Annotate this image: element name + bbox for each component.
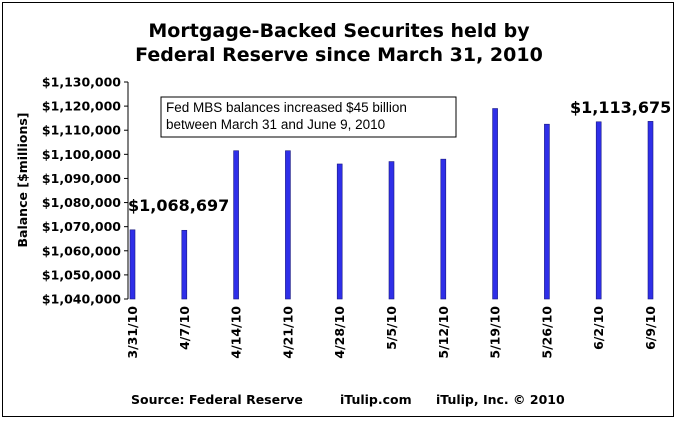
bars-group xyxy=(129,108,654,300)
x-tick-label: 6/2/10 xyxy=(591,306,606,350)
bar-4/21/10 xyxy=(285,150,291,300)
x-tick-label: 5/12/10 xyxy=(436,306,451,359)
footer-site: iTulip.com xyxy=(340,392,412,407)
y-tick-label: $1,060,000 xyxy=(42,243,121,258)
bar-5/26/10 xyxy=(544,123,550,300)
y-tick-label: $1,090,000 xyxy=(42,171,121,186)
x-tick-label: 4/14/10 xyxy=(229,306,244,359)
bar-6/2/10 xyxy=(595,121,602,300)
y-axis-ticks: $1,040,000 $1,050,000 $1,060,000 $1,070,000… xyxy=(42,75,128,307)
y-tick-label: $1,070,000 xyxy=(42,219,121,234)
bar-5/12/10 xyxy=(440,158,447,300)
x-tick-label: 6/9/10 xyxy=(643,306,658,350)
note-box xyxy=(160,96,457,138)
bar-5/5/10 xyxy=(388,161,395,300)
footer-source: Source: Federal Reserve xyxy=(131,392,303,407)
x-tick-label: 4/28/10 xyxy=(332,306,347,359)
bar-4/14/10 xyxy=(233,150,239,300)
callout-last-value: $1,113,675 xyxy=(570,98,671,117)
note-line-1: Fed MBS balances increased $45 billion xyxy=(166,100,407,115)
x-tick-label: 5/5/10 xyxy=(384,306,399,350)
bar-3/31/10 xyxy=(129,229,136,300)
callout-first-value: $1,068,697 xyxy=(128,196,229,215)
y-tick-label: $1,100,000 xyxy=(42,147,121,162)
x-tick-label: 5/19/10 xyxy=(488,306,503,359)
bar-5/19/10 xyxy=(492,108,498,300)
y-tick-label: $1,110,000 xyxy=(42,123,121,138)
bar-4/7/10 xyxy=(181,229,188,300)
y-axis-label: Balance [$millions] xyxy=(15,112,30,247)
x-axis-ticks: 3/31/10 4/7/10 4/14/10 4/21/10 4/28/10 5/5/10… xyxy=(125,306,658,359)
bar-6/9/10 xyxy=(647,121,654,300)
bar-4/28/10 xyxy=(336,163,343,300)
chart-title-line-2: Federal Reserve since March 31, 2010 xyxy=(135,44,543,66)
y-tick-label: $1,130,000 xyxy=(42,75,121,90)
y-tick-label: $1,050,000 xyxy=(42,267,121,282)
x-tick-label: 3/31/10 xyxy=(125,306,140,359)
x-tick-label: 4/7/10 xyxy=(177,306,192,350)
x-tick-label: 5/26/10 xyxy=(539,306,554,359)
chart-title-line-1: Mortgage-Backed Securites held by xyxy=(148,20,530,42)
x-tick-label: 4/21/10 xyxy=(280,306,295,359)
y-tick-label: $1,120,000 xyxy=(42,99,121,114)
y-tick-label: $1,040,000 xyxy=(42,292,121,307)
y-tick-label: $1,080,000 xyxy=(42,195,121,210)
footer-copyright: iTulip, Inc. © 2010 xyxy=(436,392,565,407)
note-line-2: between March 31 and June 9, 2010 xyxy=(166,117,385,132)
